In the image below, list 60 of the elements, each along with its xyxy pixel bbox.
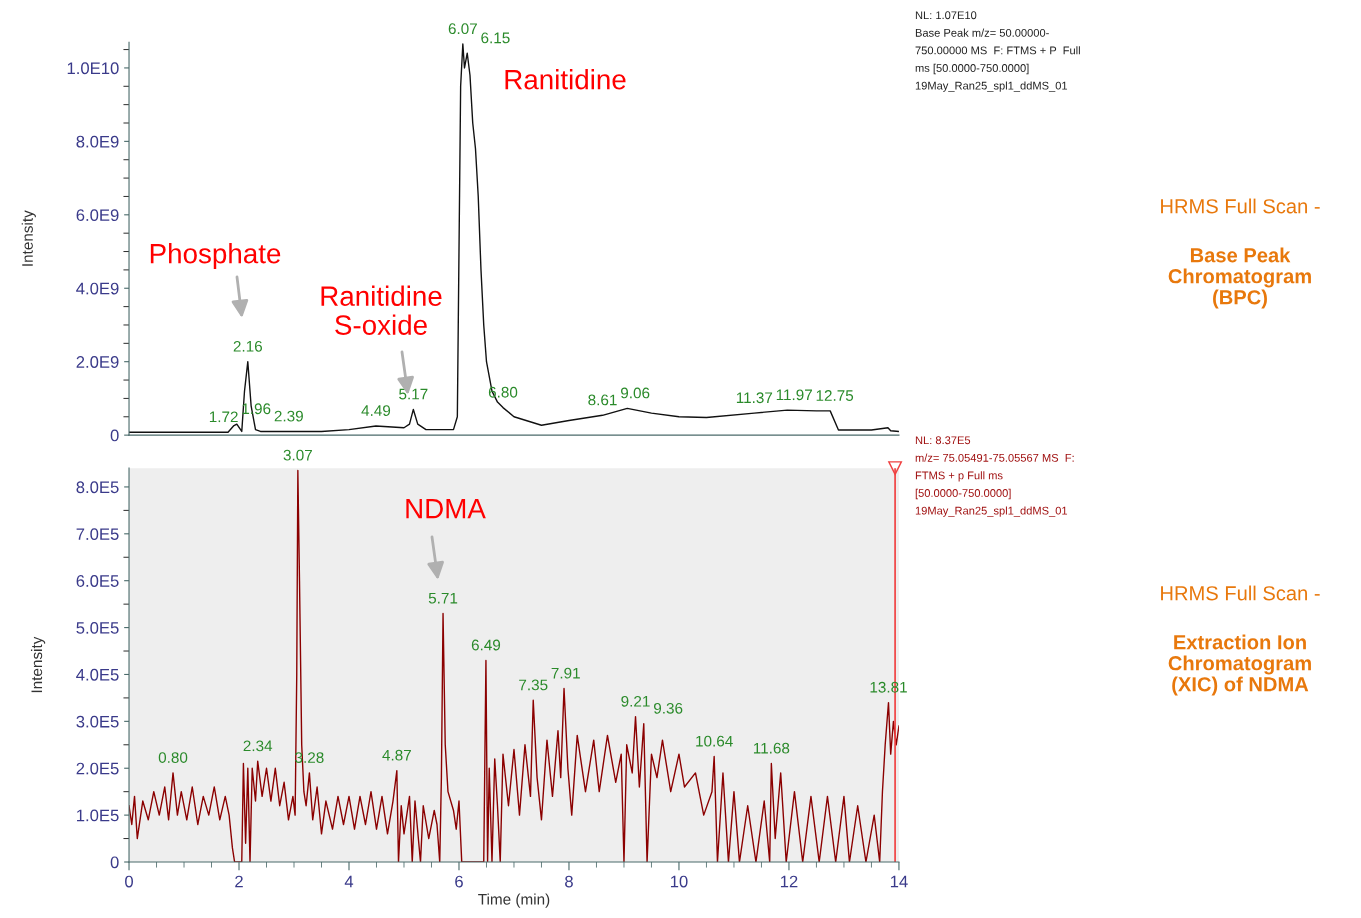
annotation: 6.15 (481, 32, 510, 44)
annotation: 9.21 (621, 695, 650, 707)
y-tick-label: 2.0E9 (76, 356, 119, 368)
annotation: 0.80 (158, 752, 188, 763)
annotation: 6.49 (471, 639, 501, 651)
annotation: 4.87 (382, 749, 411, 761)
annotation: 5.71 (428, 592, 458, 604)
annotation: Ranitidine S-oxide (321, 285, 442, 335)
text: Extraction Ion Chromatogram (XIC) of NDMA (1168, 634, 1311, 696)
x-tick-label: 12 (780, 875, 798, 888)
annotation: 11.68 (753, 742, 790, 754)
y-tick-label: 8.0E9 (76, 135, 119, 148)
annotation: 2.16 (233, 340, 263, 352)
annotation: 5.17 (399, 388, 428, 400)
y-tick-label: 0 (110, 429, 119, 442)
text: HRMS Full Scan - (1161, 198, 1320, 214)
y-tick-label: 8.0E5 (76, 481, 119, 494)
annotation: Ranitidine (505, 69, 626, 90)
annotation: 12.75 (816, 390, 854, 401)
x-tick-label: 4 (344, 875, 354, 888)
y-tick-label: 6.0E9 (76, 209, 119, 222)
y-tick-label: 3.0E5 (76, 715, 119, 728)
annotation: 8.61 (588, 394, 617, 406)
y-tick-label: 4.0E5 (76, 668, 119, 681)
y-tick-label: 1.0E5 (77, 809, 119, 822)
annotation: 11.97 (776, 389, 812, 401)
x-axis-title: Time (min) (478, 893, 550, 908)
y-tick-label: 1.0E10 (67, 62, 119, 75)
annotation: 7.35 (519, 679, 548, 691)
annotation: 4.49 (361, 405, 391, 416)
annotation: Phosphate (150, 243, 281, 269)
annotation: 3.07 (283, 449, 312, 461)
x-tick-label: 10 (670, 875, 688, 888)
annotation: 10.64 (696, 735, 733, 747)
annotation: 9.36 (653, 702, 683, 714)
annotation: 9.06 (621, 387, 650, 399)
y-tick-label: 7.0E5 (76, 528, 119, 541)
annotation: 1.72 (209, 411, 238, 423)
annotation: 11.37 (736, 392, 773, 404)
text: NL: 8.37E5 m/z= 75.05491-75.05567 MS F: FTMS + p Full ms [50.0000-750.0000] 19May_Ran25_spl1_ddMS_01 (915, 436, 1074, 517)
x-tick-label: 6 (455, 875, 463, 888)
text: HRMS Full Scan - (1161, 585, 1320, 601)
x-tick-label: 8 (565, 875, 573, 888)
annotation: 2.39 (274, 410, 303, 422)
y-axis-title: Intensity (21, 210, 36, 266)
x-tick-label: 2 (235, 875, 243, 888)
annotation: 2.34 (243, 740, 273, 752)
annotation: 7.91 (551, 667, 580, 679)
text: NL: 1.07E10 Base Peak m/z= 50.00000- 750.00000 MS F: FTMS + P Full ms [50.0000-750.0000] 19May_Ran25_spl1_ddMS_01 (915, 11, 1080, 92)
y-tick-label: 2.0E5 (76, 762, 119, 775)
y-tick-label: 0 (110, 856, 119, 869)
y-axis-title: Intensity (30, 636, 46, 693)
x-tick-label: 14 (890, 875, 908, 888)
text: Base Peak Chromatogram (BPC) (1168, 247, 1311, 309)
x-tick-label: 0 (125, 875, 134, 888)
annotation: NDMA (406, 499, 486, 519)
y-tick-label: 6.0E5 (76, 575, 119, 587)
y-tick-label: 5.0E5 (76, 621, 119, 634)
annotation: 6.07 (448, 23, 477, 35)
y-tick-label: 4.0E9 (76, 282, 119, 295)
